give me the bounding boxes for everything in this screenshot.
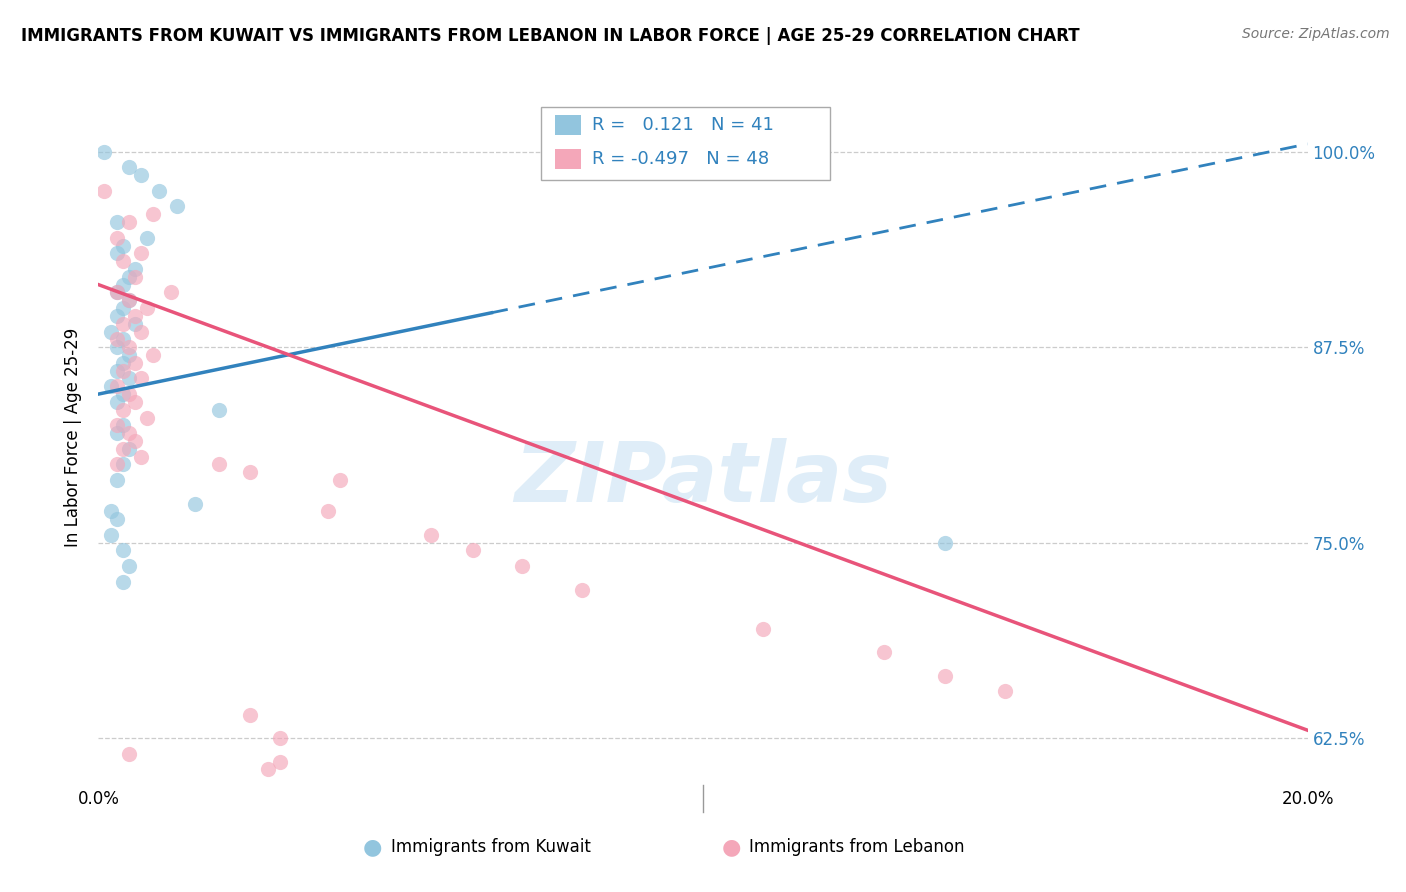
Point xyxy=(571,582,593,597)
Point xyxy=(105,418,128,433)
Point xyxy=(118,340,141,354)
Point xyxy=(124,262,146,277)
Point xyxy=(100,379,122,393)
Point xyxy=(111,387,134,401)
Point xyxy=(135,231,157,245)
Point xyxy=(135,410,157,425)
Text: R = -0.497   N = 48: R = -0.497 N = 48 xyxy=(592,150,769,168)
Point xyxy=(239,707,262,722)
Point xyxy=(994,684,1017,698)
Point xyxy=(129,450,152,464)
Point xyxy=(100,325,122,339)
Point xyxy=(934,668,956,682)
Point xyxy=(111,543,134,558)
Point xyxy=(142,207,165,221)
Point xyxy=(269,755,291,769)
Point xyxy=(316,504,339,518)
Point xyxy=(111,442,134,456)
Point xyxy=(329,473,352,487)
Point xyxy=(160,285,183,300)
Point xyxy=(873,645,896,659)
Point xyxy=(111,277,134,292)
Point xyxy=(105,231,128,245)
Point xyxy=(105,395,128,409)
Point xyxy=(129,168,152,182)
Text: Source: ZipAtlas.com: Source: ZipAtlas.com xyxy=(1241,27,1389,41)
Point xyxy=(105,473,128,487)
Point xyxy=(208,458,231,472)
Point xyxy=(124,395,146,409)
Text: ZIPatlas: ZIPatlas xyxy=(515,438,891,519)
Point xyxy=(105,246,128,260)
Point xyxy=(105,215,128,229)
Point xyxy=(111,356,134,370)
Point xyxy=(166,199,188,213)
Point xyxy=(111,364,134,378)
Point xyxy=(124,309,146,323)
Point xyxy=(239,465,262,479)
Point xyxy=(105,285,128,300)
Point xyxy=(118,747,141,761)
Point xyxy=(135,301,157,315)
Point xyxy=(118,426,141,441)
Point xyxy=(118,293,141,308)
Point xyxy=(111,458,134,472)
Point xyxy=(93,184,115,198)
Point xyxy=(752,622,775,636)
Point xyxy=(105,458,128,472)
Text: Immigrants from Kuwait: Immigrants from Kuwait xyxy=(391,838,591,856)
Point xyxy=(118,442,141,456)
Point xyxy=(510,559,533,574)
Point xyxy=(111,574,134,589)
Point xyxy=(184,496,207,510)
Point xyxy=(256,762,278,776)
Point xyxy=(118,559,141,574)
Point xyxy=(118,269,141,284)
Point xyxy=(148,184,170,198)
Point xyxy=(105,512,128,526)
Point xyxy=(111,238,134,252)
Point xyxy=(124,356,146,370)
Point xyxy=(118,215,141,229)
Point xyxy=(111,317,134,331)
Point xyxy=(111,332,134,346)
Text: Immigrants from Lebanon: Immigrants from Lebanon xyxy=(749,838,965,856)
Point xyxy=(142,348,165,362)
Y-axis label: In Labor Force | Age 25-29: In Labor Force | Age 25-29 xyxy=(65,327,83,547)
Point xyxy=(93,145,115,159)
Point xyxy=(105,340,128,354)
Point xyxy=(111,402,134,417)
Point xyxy=(124,434,146,448)
Point xyxy=(105,379,128,393)
Point xyxy=(111,254,134,268)
Point xyxy=(105,364,128,378)
Point xyxy=(105,285,128,300)
Point xyxy=(208,402,231,417)
Point xyxy=(118,161,141,175)
Point xyxy=(111,418,134,433)
Point xyxy=(118,387,141,401)
Point xyxy=(124,317,146,331)
Point xyxy=(118,293,141,308)
Point xyxy=(129,371,152,385)
Text: ●: ● xyxy=(363,838,382,857)
Point xyxy=(269,731,291,745)
Point xyxy=(105,332,128,346)
Point xyxy=(105,426,128,441)
Point xyxy=(118,348,141,362)
Point xyxy=(463,543,485,558)
Point xyxy=(129,325,152,339)
Point xyxy=(934,535,956,549)
Point xyxy=(105,309,128,323)
Point xyxy=(124,269,146,284)
Point xyxy=(420,528,443,542)
Point xyxy=(111,301,134,315)
Text: ●: ● xyxy=(721,838,741,857)
Point xyxy=(118,371,141,385)
Text: R =   0.121   N = 41: R = 0.121 N = 41 xyxy=(592,116,773,134)
Point xyxy=(100,528,122,542)
Point xyxy=(100,504,122,518)
Text: IMMIGRANTS FROM KUWAIT VS IMMIGRANTS FROM LEBANON IN LABOR FORCE | AGE 25-29 COR: IMMIGRANTS FROM KUWAIT VS IMMIGRANTS FRO… xyxy=(21,27,1080,45)
Point xyxy=(129,246,152,260)
